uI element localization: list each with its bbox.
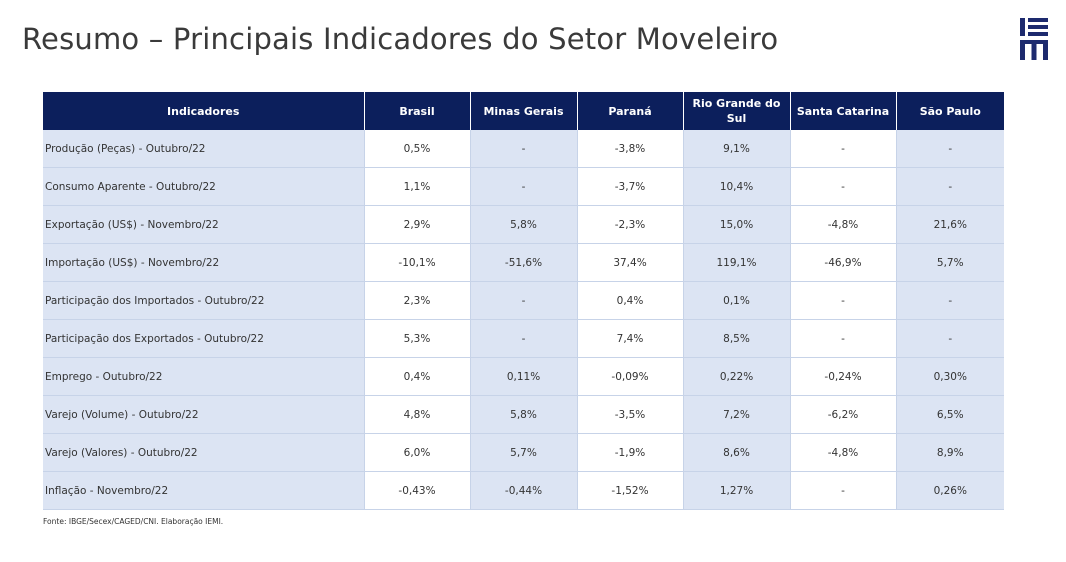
cell-value: 9,1% xyxy=(683,130,791,168)
table-row: Consumo Aparente - Outubro/22 1,1% - -3,7% 1… xyxy=(43,167,1004,206)
cell-value: -0,44% xyxy=(470,471,578,510)
cell-value: 119,1% xyxy=(683,243,791,282)
table-row: Inflação - Novembro/22 -0,43% -0,44% -1,52%… xyxy=(43,471,1004,510)
cell-value: 6,0% xyxy=(364,433,471,472)
cell-value: -3,7% xyxy=(577,167,684,206)
row-label: Importação (US$) - Novembro/22 xyxy=(43,243,365,282)
cell-value: - xyxy=(896,281,1004,320)
cell-value: -51,6% xyxy=(470,243,578,282)
cell-value: 0,5% xyxy=(364,130,471,168)
cell-value: -10,1% xyxy=(364,243,471,282)
cell-value: 5,8% xyxy=(470,395,578,434)
cell-value: - xyxy=(896,319,1004,358)
cell-value: 7,2% xyxy=(683,395,791,434)
cell-value: -4,8% xyxy=(790,433,897,472)
cell-value: - xyxy=(470,167,578,206)
cell-value: 6,5% xyxy=(896,395,1004,434)
header-minas-gerais: Minas Gerais xyxy=(470,92,578,130)
cell-value: 0,4% xyxy=(577,281,684,320)
indicators-table: Indicadores Brasil Minas Gerais Paraná R… xyxy=(43,92,1004,510)
cell-value: -0,24% xyxy=(790,357,897,396)
cell-value: -2,3% xyxy=(577,205,684,244)
cell-value: - xyxy=(896,167,1004,206)
cell-value: - xyxy=(790,281,897,320)
cell-value: 2,9% xyxy=(364,205,471,244)
header-brasil: Brasil xyxy=(364,92,471,130)
header-rio-grande-do-sul: Rio Grande do Sul xyxy=(683,92,791,130)
cell-value: 10,4% xyxy=(683,167,791,206)
cell-value: 21,6% xyxy=(896,205,1004,244)
iemi-logo xyxy=(1020,18,1048,60)
table-row: Varejo (Valores) - Outubro/22 6,0% 5,7% -1,… xyxy=(43,433,1004,472)
cell-value: 0,22% xyxy=(683,357,791,396)
cell-value: - xyxy=(470,281,578,320)
header-sao-paulo: São Paulo xyxy=(896,92,1004,130)
table-row: Participação dos Exportados - Outubro/22… xyxy=(43,319,1004,358)
cell-value: - xyxy=(790,130,897,168)
row-label: Varejo (Valores) - Outubro/22 xyxy=(43,433,365,472)
header-indicadores: Indicadores xyxy=(43,92,365,130)
cell-value: - xyxy=(790,167,897,206)
row-label: Varejo (Volume) - Outubro/22 xyxy=(43,395,365,434)
cell-value: 8,5% xyxy=(683,319,791,358)
cell-value: -3,8% xyxy=(577,130,684,168)
cell-value: -0,43% xyxy=(364,471,471,510)
cell-value: 5,7% xyxy=(470,433,578,472)
table-row: Emprego - Outubro/22 0,4% 0,11% -0,09% 0,22%… xyxy=(43,357,1004,396)
cell-value: 0,1% xyxy=(683,281,791,320)
cell-value: 1,1% xyxy=(364,167,471,206)
table-row: Varejo (Volume) - Outubro/22 4,8% 5,8% -3,5… xyxy=(43,395,1004,434)
cell-value: 15,0% xyxy=(683,205,791,244)
row-label: Emprego - Outubro/22 xyxy=(43,357,365,396)
cell-value: -1,52% xyxy=(577,471,684,510)
cell-value: - xyxy=(790,471,897,510)
header-santa-catarina: Santa Catarina xyxy=(790,92,897,130)
table-row: Exportação (US$) - Novembro/22 2,9% 5,8% -2… xyxy=(43,205,1004,244)
header-parana: Paraná xyxy=(577,92,684,130)
cell-value: - xyxy=(790,319,897,358)
cell-value: -0,09% xyxy=(577,357,684,396)
cell-value: - xyxy=(470,130,578,168)
table-row: Participação dos Importados - Outubro/22… xyxy=(43,281,1004,320)
cell-value: 2,3% xyxy=(364,281,471,320)
cell-value: 8,9% xyxy=(896,433,1004,472)
row-label: Participação dos Exportados - Outubro/22 xyxy=(43,319,365,358)
cell-value: -46,9% xyxy=(790,243,897,282)
row-label: Exportação (US$) - Novembro/22 xyxy=(43,205,365,244)
cell-value: 5,8% xyxy=(470,205,578,244)
cell-value: -3,5% xyxy=(577,395,684,434)
cell-value: 4,8% xyxy=(364,395,471,434)
cell-value: 0,11% xyxy=(470,357,578,396)
row-label: Produção (Peças) - Outubro/22 xyxy=(43,130,365,168)
cell-value: 0,26% xyxy=(896,471,1004,510)
cell-value: 37,4% xyxy=(577,243,684,282)
row-label: Consumo Aparente - Outubro/22 xyxy=(43,167,365,206)
cell-value: 1,27% xyxy=(683,471,791,510)
cell-value: -4,8% xyxy=(790,205,897,244)
table-row: Importação (US$) - Novembro/22 -10,1% -51,… xyxy=(43,243,1004,282)
cell-value: 0,30% xyxy=(896,357,1004,396)
table-header-row: Indicadores Brasil Minas Gerais Paraná R… xyxy=(43,92,1004,130)
row-label: Participação dos Importados - Outubro/22 xyxy=(43,281,365,320)
row-label: Inflação - Novembro/22 xyxy=(43,471,365,510)
cell-value: 5,3% xyxy=(364,319,471,358)
cell-value: - xyxy=(470,319,578,358)
cell-value: -1,9% xyxy=(577,433,684,472)
slide-title: Resumo – Principais Indicadores do Setor… xyxy=(22,22,779,56)
cell-value: 5,7% xyxy=(896,243,1004,282)
source-note: Fonte: IBGE/Secex/CAGED/CNI. Elaboração … xyxy=(43,517,224,526)
cell-value: - xyxy=(896,130,1004,168)
cell-value: -6,2% xyxy=(790,395,897,434)
table-row: Produção (Peças) - Outubro/22 0,5% - -3,8% 9… xyxy=(43,130,1004,168)
cell-value: 8,6% xyxy=(683,433,791,472)
cell-value: 0,4% xyxy=(364,357,471,396)
cell-value: 7,4% xyxy=(577,319,684,358)
